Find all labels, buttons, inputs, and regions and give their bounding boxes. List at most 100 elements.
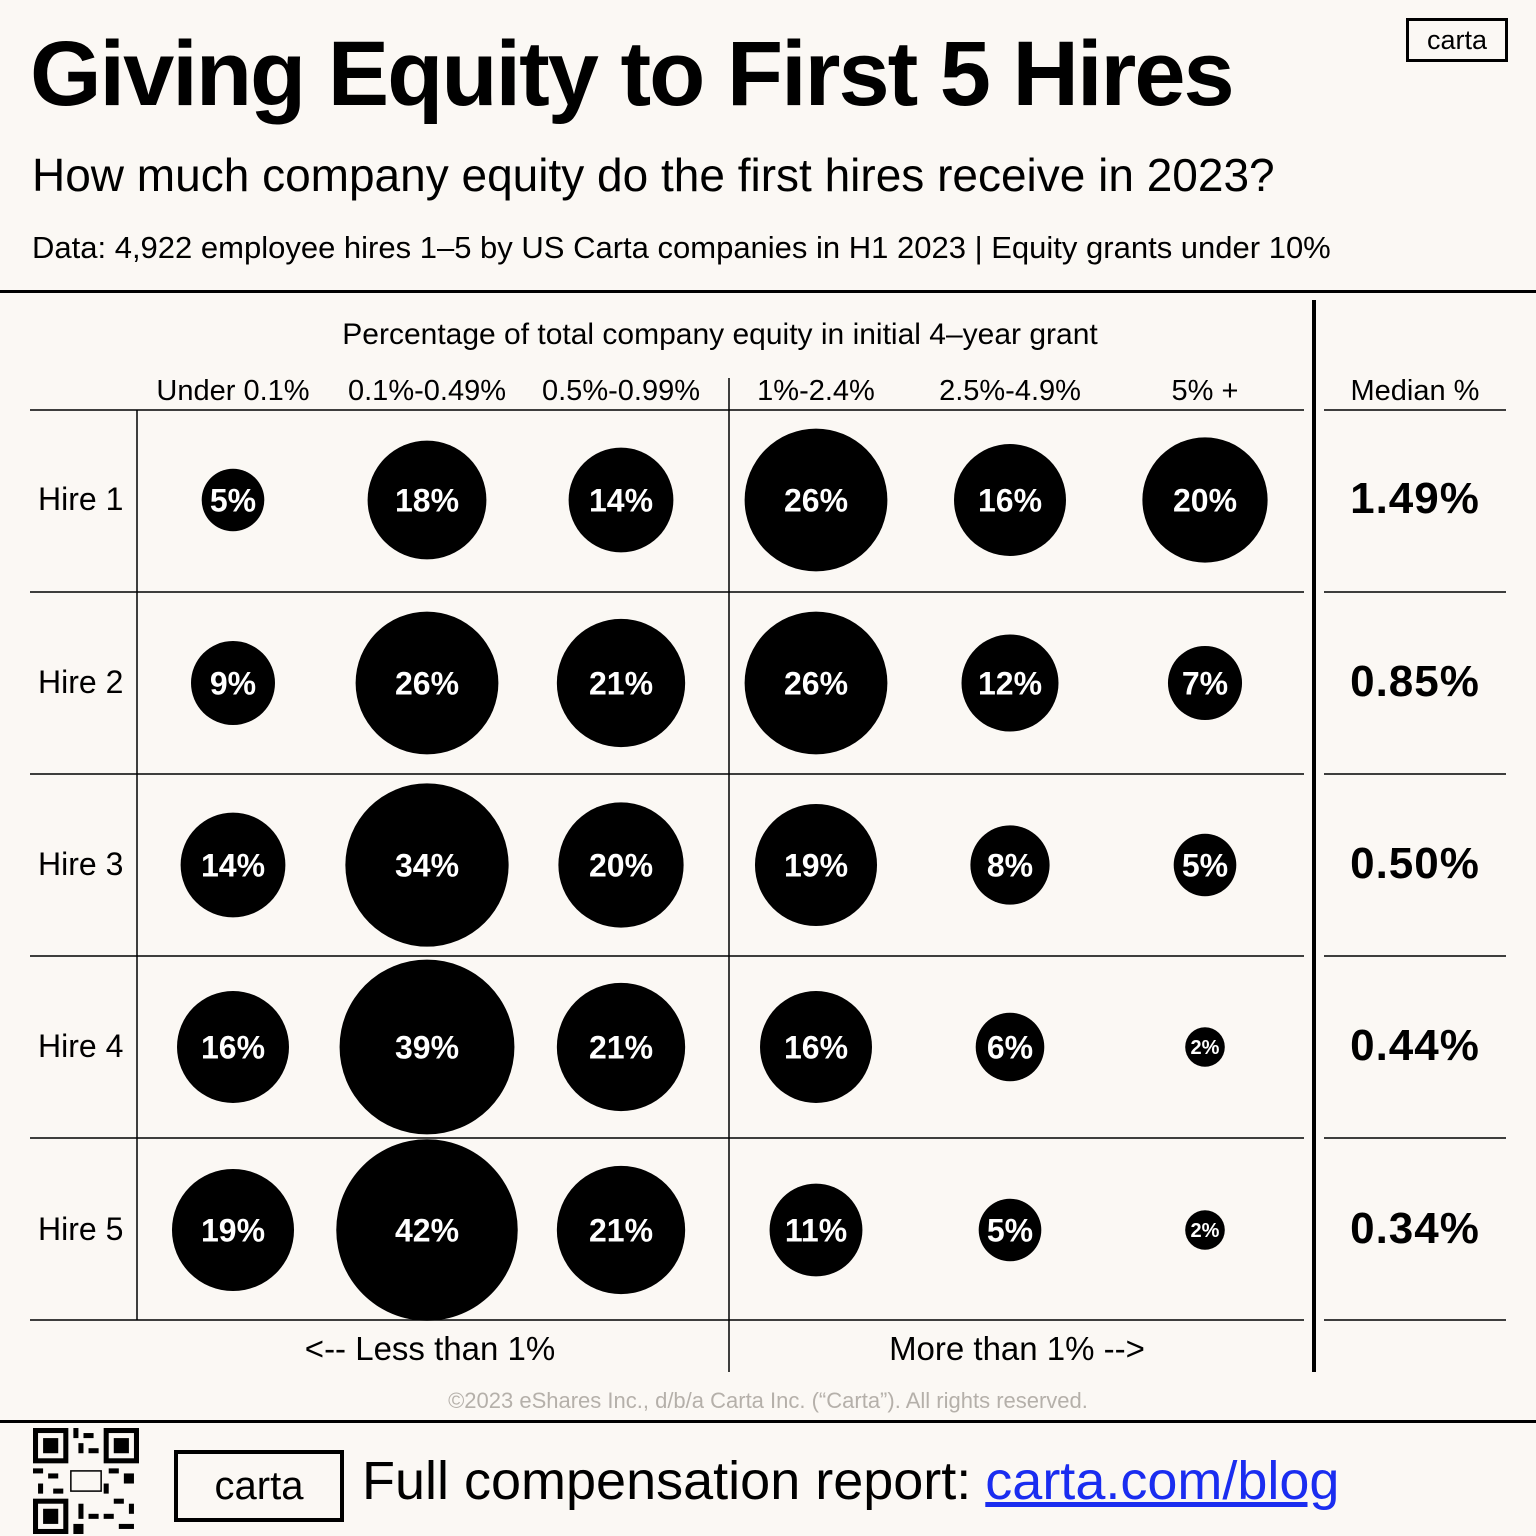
bubble-3-4: 19% [754,803,878,927]
median-value: 0.44% [1350,1021,1480,1070]
bubble-circle [556,618,686,748]
row-label: Hire 1 [38,481,124,517]
bubble-3-1: 14% [180,812,286,918]
bubble-label: 20% [1173,483,1237,519]
bubble-label: 21% [589,1030,653,1066]
bubble-1-6: 20% [1142,437,1268,563]
bubble-4-6: 2% [1185,1027,1225,1067]
bubble-label: 26% [784,483,848,519]
bubble-2-3: 21% [556,618,686,748]
bubble-label: 16% [201,1030,265,1066]
bubble-circle [556,982,686,1112]
bubble-label: 21% [589,666,653,702]
column-header: 5% + [1171,375,1239,407]
bubble-label: 2% [1191,1220,1220,1242]
bubble-3-2: 34% [345,783,509,947]
bubble-circle [744,428,888,572]
carta-logo-small: carta [1406,18,1508,62]
bubble-circle [171,1168,295,1292]
bubble-circle [754,803,878,927]
bubble-circle [558,802,684,928]
bubble-circle [1167,645,1243,721]
bubble-circle [970,825,1050,905]
bubble-label: 19% [784,848,848,884]
bubble-circle [954,444,1066,556]
column-header: 2.5%-4.9% [939,375,1081,407]
bubble-label: 16% [978,483,1042,519]
bubble-label: 34% [395,848,459,884]
bubble-circle [367,440,487,560]
report-label: Full compensation report: [362,1451,972,1511]
column-header: Under 0.1% [156,375,310,407]
bubble-1-5: 16% [954,444,1066,556]
bubble-2-1: 9% [191,641,275,725]
median-value: 0.85% [1350,657,1480,706]
column-header: 1%-2.4% [757,375,875,407]
bubble-label: 21% [589,1213,653,1249]
bubble-2-2: 26% [355,611,499,755]
row-label: Hire 3 [38,846,124,882]
median-value: 0.34% [1350,1204,1480,1253]
bubble-circle [355,611,499,755]
bubble-5-6: 2% [1185,1210,1225,1250]
bubble-circle [1142,437,1268,563]
chart-title: Percentage of total company equity in in… [342,318,1098,351]
bubble-label: 5% [987,1213,1033,1249]
bubble-1-4: 26% [744,428,888,572]
data-note: Data: 4,922 employee hires 1–5 by US Car… [32,230,1331,265]
bubble-1-1: 5% [201,468,265,532]
bubble-label: 8% [987,848,1033,884]
bubble-5-3: 21% [556,1165,686,1295]
bubble-circle [339,959,515,1135]
bubble-label: 2% [1191,1037,1220,1059]
page-title: Giving Equity to First 5 Hires [30,23,1235,125]
bubble-5-4: 11% [769,1183,863,1277]
less-than-1-label: <-- Less than 1% [304,1330,556,1367]
footer-divider [0,1420,1536,1423]
bubble-5-5: 5% [978,1198,1042,1262]
median-value: 0.50% [1350,839,1480,888]
bubble-1-2: 18% [367,440,487,560]
bubble-circle [177,991,289,1103]
bubble-label: 26% [395,666,459,702]
bubble-circle [975,1012,1045,1082]
row-label: Hire 4 [38,1028,124,1064]
carta-logo-large[interactable]: carta [174,1450,344,1522]
qr-code-icon[interactable] [33,1428,139,1534]
bubble-4-4: 16% [760,991,872,1103]
bubble-label: 39% [395,1030,459,1066]
bubble-circle [1185,1027,1225,1067]
bubble-2-6: 7% [1167,645,1243,721]
bubble-label: 14% [589,483,653,519]
bubble-circle [769,1183,863,1277]
bubble-5-1: 19% [171,1168,295,1292]
bubble-4-2: 39% [339,959,515,1135]
bubble-3-6: 5% [1173,833,1237,897]
median-header: Median % [1350,375,1480,407]
more-than-1-label: More than 1% --> [889,1330,1145,1367]
bubble-label: 12% [978,666,1042,702]
bubble-circle [961,634,1059,732]
bubble-label: 16% [784,1030,848,1066]
page-subtitle: How much company equity do the first hir… [32,149,1275,201]
bubble-label: 5% [210,483,256,519]
bubble-circle [1185,1210,1225,1250]
bubble-3-5: 8% [970,825,1050,905]
bubble-4-5: 6% [975,1012,1045,1082]
report-link[interactable]: carta.com/blog [985,1451,1340,1511]
bubble-label: 11% [785,1213,847,1249]
bubble-circle [180,812,286,918]
copyright: ©2023 eShares Inc., d/b/a Carta Inc. (“C… [448,1388,1088,1413]
bubble-4-1: 16% [177,991,289,1103]
header-divider [0,290,1536,293]
bubble-2-5: 12% [961,634,1059,732]
bubble-label: 6% [987,1030,1033,1066]
bubble-label: 26% [784,666,848,702]
column-header: 0.5%-0.99% [542,375,700,407]
bubble-circle [336,1139,518,1321]
report-callout: Full compensation report: carta.com/blog [362,1450,1339,1512]
bubble-5-2: 42% [336,1139,518,1321]
bubble-2-4: 26% [744,611,888,755]
bubble-3-3: 20% [558,802,684,928]
